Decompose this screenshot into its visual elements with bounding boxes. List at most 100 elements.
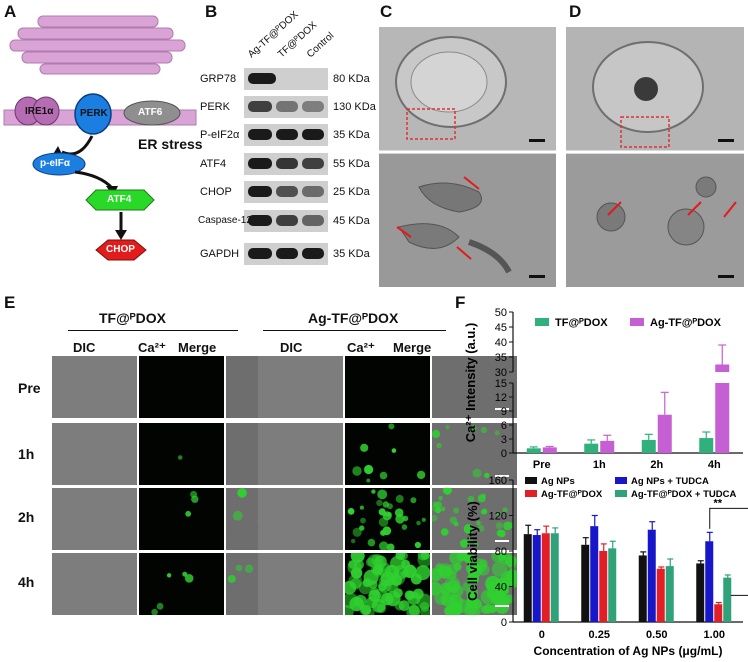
legend-swatch bbox=[630, 318, 644, 326]
x-tick-label: 4h bbox=[708, 459, 721, 471]
legend-swatch bbox=[525, 477, 537, 484]
perk-label: PERK bbox=[80, 108, 108, 119]
bar bbox=[581, 544, 590, 622]
bar bbox=[638, 555, 647, 622]
y-tick-label: 30 bbox=[495, 367, 507, 379]
group-title-tf-pdox: TF@ᴾDOX bbox=[99, 310, 166, 326]
y-tick-label: 50 bbox=[495, 307, 507, 319]
bar bbox=[696, 563, 705, 622]
blot-row-p-eif2a bbox=[244, 124, 328, 146]
y-tick-label: 0 bbox=[501, 448, 507, 460]
bar bbox=[584, 443, 599, 453]
lane-label-ag-tf-pdox: Ag-TF@ᴾDOX bbox=[246, 9, 301, 61]
group-underline bbox=[68, 330, 238, 331]
dic-image bbox=[52, 488, 137, 550]
blot-row-grp78 bbox=[244, 68, 328, 90]
calcium-fluorescence-image bbox=[139, 356, 224, 418]
x-tick-label: 1h bbox=[593, 459, 606, 471]
scale-bar bbox=[495, 540, 509, 542]
bar bbox=[656, 568, 665, 622]
group-title-ag-tf-pdox: Ag-TF@ᴾDOX bbox=[308, 310, 399, 326]
bar bbox=[705, 541, 714, 622]
significance-marker: ** bbox=[713, 497, 722, 509]
bar bbox=[532, 535, 541, 622]
bar bbox=[714, 604, 723, 622]
col-header-merge: Merge bbox=[393, 340, 432, 355]
atf6-label: ATF6 bbox=[138, 107, 163, 118]
y-tick-label: 40 bbox=[495, 337, 507, 349]
x-tick-label: Pre bbox=[533, 459, 551, 471]
atf4-label: ATF4 bbox=[107, 194, 132, 205]
x-tick-label: 0 bbox=[539, 629, 545, 641]
legend-swatch bbox=[535, 318, 549, 326]
ire1a-label: IRE1α bbox=[25, 106, 54, 117]
merge-image bbox=[431, 423, 517, 485]
calcium-fluorescence-image bbox=[139, 553, 224, 616]
significance-bracket bbox=[709, 507, 748, 596]
legend-label: Ag-TF@ᴾDOX bbox=[650, 317, 722, 329]
protein-label: Caspase-12 bbox=[198, 215, 252, 226]
y-tick-label: 9 bbox=[501, 406, 507, 418]
chop-label: CHOP bbox=[106, 244, 135, 255]
protein-label: GAPDH bbox=[200, 248, 240, 260]
calcium-fluorescence-image bbox=[345, 488, 430, 552]
mw-label: 130 KDa bbox=[333, 101, 376, 113]
panel-label-c: C bbox=[380, 2, 393, 21]
legend-label: TF@ᴾDOX bbox=[555, 317, 608, 329]
x-axis-label: Concentration of Ag NPs (μg/mL) bbox=[534, 644, 723, 658]
legend-swatch bbox=[615, 477, 627, 484]
mw-label: 80 KDa bbox=[333, 73, 370, 85]
col-header-dic: DIC bbox=[73, 340, 96, 355]
mw-label: 45 KDa bbox=[333, 215, 370, 227]
merge-image bbox=[432, 356, 517, 418]
blot-row-caspase-12 bbox=[244, 210, 328, 232]
x-tick-label: 0.50 bbox=[646, 629, 667, 641]
er-stress-label: ER stress bbox=[138, 136, 203, 152]
bar bbox=[550, 533, 559, 622]
bar bbox=[600, 440, 615, 453]
bar bbox=[523, 534, 532, 622]
scale-bar bbox=[495, 605, 509, 607]
row-label-1h: 1h bbox=[18, 446, 35, 462]
x-tick-label: 0.25 bbox=[589, 629, 610, 641]
calcium-fluorescence-image bbox=[340, 548, 433, 620]
chart-cell-viability: 0 40 80 120 160 Cell viability (%) Concentrati… bbox=[465, 475, 748, 658]
legend-swatch bbox=[525, 490, 537, 497]
dic-image bbox=[52, 553, 137, 615]
protein-label: PERK bbox=[200, 101, 230, 113]
y-tick-label: 120 bbox=[489, 511, 507, 523]
blot-row-atf4 bbox=[244, 153, 328, 175]
bar bbox=[599, 551, 608, 622]
calcium-fluorescence-image bbox=[139, 423, 224, 485]
blot-row-gapdh bbox=[244, 243, 328, 265]
legend-label: Ag-TF@ᴾDOX bbox=[541, 489, 603, 500]
protein-label: GRP78 bbox=[200, 73, 237, 85]
protein-label: P-eIF2α bbox=[200, 129, 240, 141]
col-header-merge: Merge bbox=[178, 340, 217, 355]
dic-image bbox=[258, 423, 343, 485]
y-tick-label: 80 bbox=[495, 546, 507, 558]
group-underline bbox=[263, 330, 446, 331]
merge-image bbox=[427, 549, 522, 620]
panel-label-f: F bbox=[455, 293, 466, 312]
p-eif-label: p-eIFα bbox=[40, 158, 71, 169]
scale-bar bbox=[495, 408, 509, 410]
y-tick-label: 160 bbox=[489, 475, 507, 487]
bar bbox=[665, 566, 674, 622]
calcium-fluorescence-image bbox=[139, 488, 224, 550]
dic-image bbox=[258, 356, 343, 418]
mw-label: 35 KDa bbox=[333, 129, 370, 141]
legend-swatch bbox=[615, 490, 627, 497]
er-stress-pathway-diagram bbox=[3, 15, 197, 261]
bar bbox=[723, 577, 732, 622]
panel-label-e: E bbox=[4, 293, 16, 312]
bar bbox=[715, 383, 730, 453]
legend-label: Ag NPs + TUDCA bbox=[631, 476, 709, 487]
y-tick-label: 3 bbox=[501, 434, 507, 446]
tem-image-c bbox=[379, 27, 556, 287]
y-axis-label: Ca²⁺ Intensity (a.u.) bbox=[463, 323, 478, 443]
row-label-2h: 2h bbox=[18, 509, 35, 525]
y-tick-label: 0 bbox=[501, 617, 507, 629]
dic-image bbox=[52, 356, 137, 418]
